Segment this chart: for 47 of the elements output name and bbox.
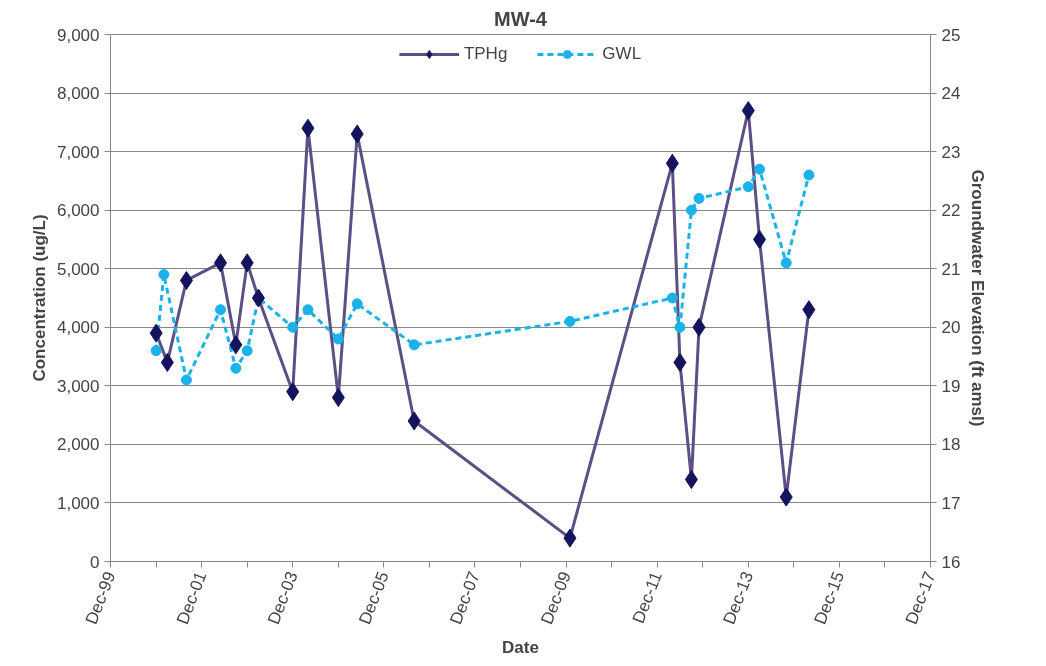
y2-tick-label: 21 [941,259,961,279]
y2-tick-label: 23 [941,142,961,162]
y-tick-label: 7,000 [56,142,100,162]
point [332,333,344,345]
point [180,374,192,386]
point [158,269,170,281]
y2-tick-label: 20 [941,318,961,338]
y2-tick-label: 17 [941,493,961,513]
y2-tick-label: 18 [941,435,961,455]
y2-tick-label: 16 [941,552,961,572]
point [287,321,299,333]
x-tick-label: Dec-07 [446,569,484,628]
point [564,315,576,327]
y-tick-label: 5,000 [56,259,100,279]
legend-label: TPHg [463,44,508,64]
y-tick-label: 4,000 [56,318,100,338]
y2-tick-label: 25 [941,25,961,45]
point [685,204,697,216]
y-tick-label: 2,000 [56,435,100,455]
y-tick-label: 9,000 [56,25,100,45]
y-tick-label: 3,000 [56,376,100,396]
point [693,192,705,204]
point [150,345,162,357]
y2-axis-title: Groundwater Elevation (ft amsl) [968,169,988,427]
y2-tick-label: 22 [941,201,961,221]
point [674,321,686,333]
point [780,257,792,269]
y-tick-label: 8,000 [56,84,100,104]
y2-tick-label: 19 [941,376,961,396]
chart-title: MW-4 [494,7,548,30]
point [666,292,678,304]
y-axis-title: Concentration (ug/L) [29,214,49,382]
y-tick-label: 0 [90,552,100,572]
point [803,169,815,181]
point [241,345,253,357]
point [351,298,363,310]
legend-label: GWL [602,44,642,64]
point [742,181,754,193]
point [302,304,314,316]
point [230,362,242,374]
y2-tick-label: 24 [941,84,961,104]
y-tick-label: 6,000 [56,201,100,221]
y-tick-label: 1,000 [56,493,100,513]
point [408,339,420,351]
point [215,304,226,316]
point [754,163,766,175]
x-axis-title: Date [502,638,539,658]
